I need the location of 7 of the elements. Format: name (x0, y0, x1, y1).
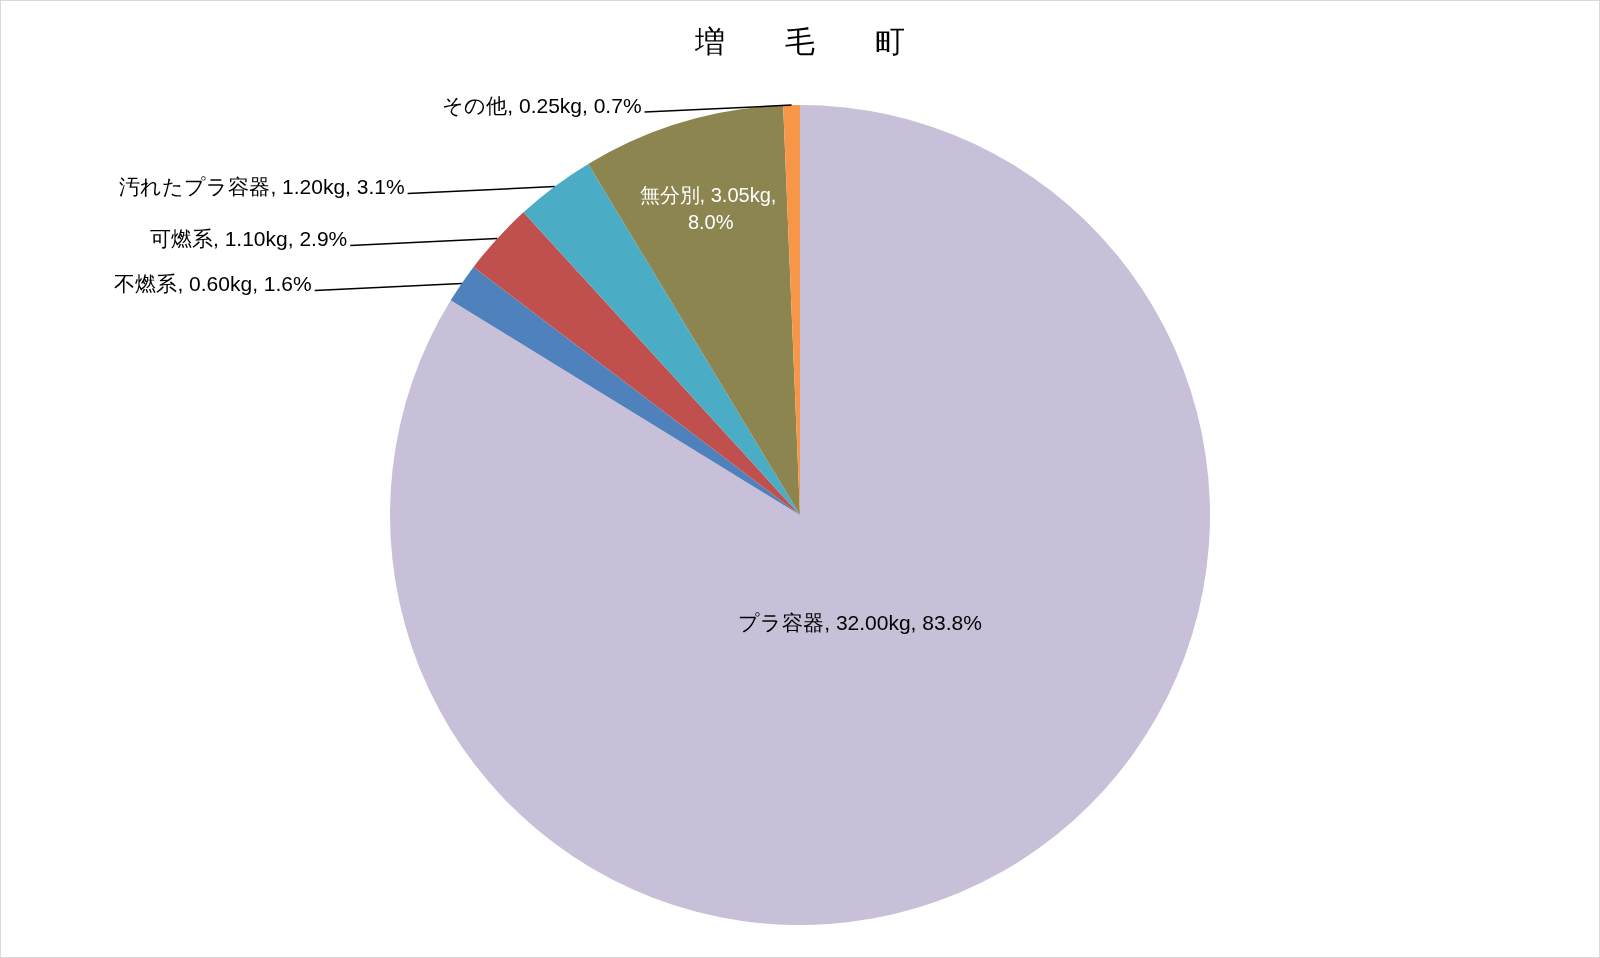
slice-label: その他, 0.25kg, 0.7% (442, 93, 642, 117)
slice-label: 不燃系, 0.60kg, 1.6% (114, 271, 312, 295)
slice-label: 可燃系, 1.10kg, 2.9% (150, 227, 348, 250)
slice-label: 無分別, 3.05kg, 8.0% (639, 184, 777, 234)
slice-label: 汚れたプラ容器, 1.20kg, 3.1% (119, 175, 405, 198)
slice-label: プラ容器, 32.00kg, 83.8% (738, 610, 982, 634)
chart-title: 増 毛 町 (694, 25, 905, 58)
